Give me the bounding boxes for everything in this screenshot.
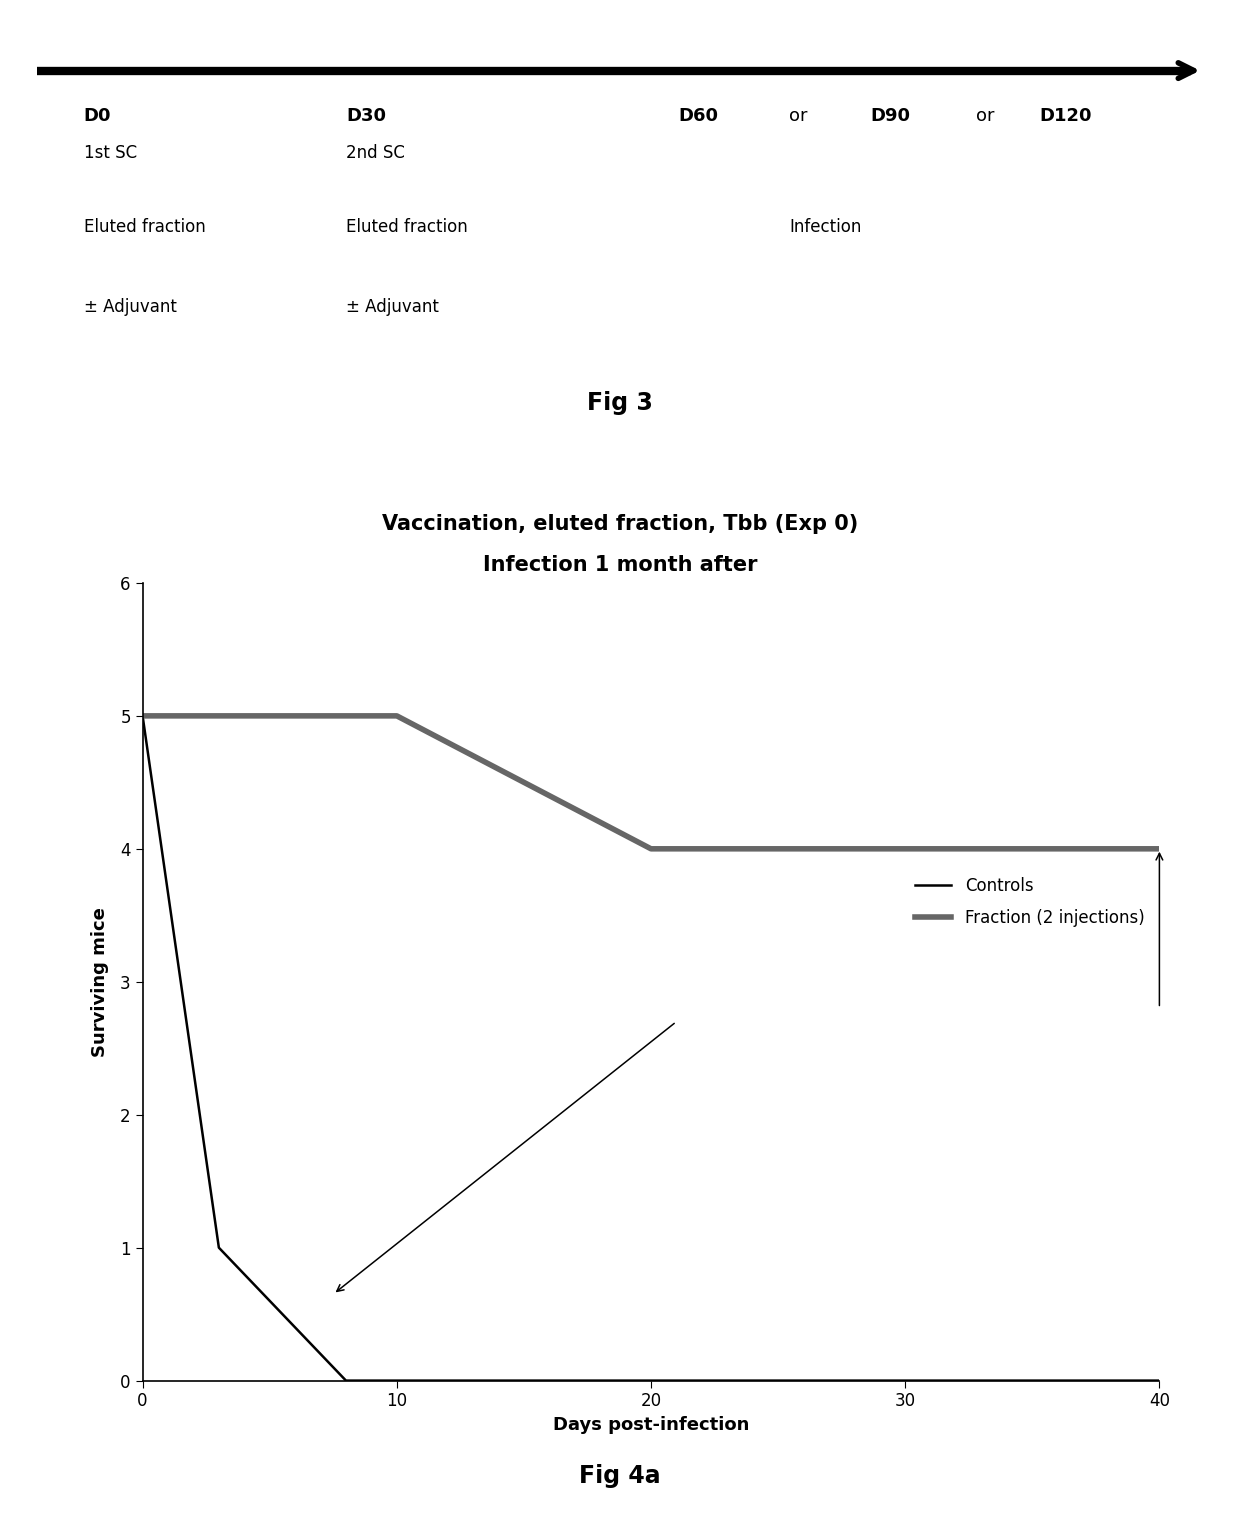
Legend: Controls, Fraction (2 injections): Controls, Fraction (2 injections)	[908, 871, 1151, 933]
Text: ± Adjuvant: ± Adjuvant	[346, 298, 439, 316]
Text: ± Adjuvant: ± Adjuvant	[84, 298, 176, 316]
X-axis label: Days post-infection: Days post-infection	[553, 1416, 749, 1434]
Text: or: or	[976, 107, 994, 126]
Text: Eluted fraction: Eluted fraction	[346, 218, 467, 236]
Text: Infection: Infection	[789, 218, 862, 236]
Text: 2nd SC: 2nd SC	[346, 144, 405, 163]
Text: D90: D90	[870, 107, 910, 126]
Text: or: or	[789, 107, 807, 126]
Text: 1st SC: 1st SC	[84, 144, 136, 163]
Text: Vaccination, eluted fraction, Tbb (Exp 0): Vaccination, eluted fraction, Tbb (Exp 0…	[382, 514, 858, 534]
Text: Eluted fraction: Eluted fraction	[84, 218, 206, 236]
Text: D120: D120	[1039, 107, 1092, 126]
Text: Fig 4a: Fig 4a	[579, 1463, 661, 1488]
Y-axis label: Surviving mice: Surviving mice	[91, 907, 109, 1057]
Text: Infection 1 month after: Infection 1 month after	[482, 555, 758, 575]
Text: D30: D30	[346, 107, 386, 126]
Text: Fig 3: Fig 3	[587, 391, 653, 416]
Text: D60: D60	[678, 107, 718, 126]
Text: D0: D0	[84, 107, 112, 126]
